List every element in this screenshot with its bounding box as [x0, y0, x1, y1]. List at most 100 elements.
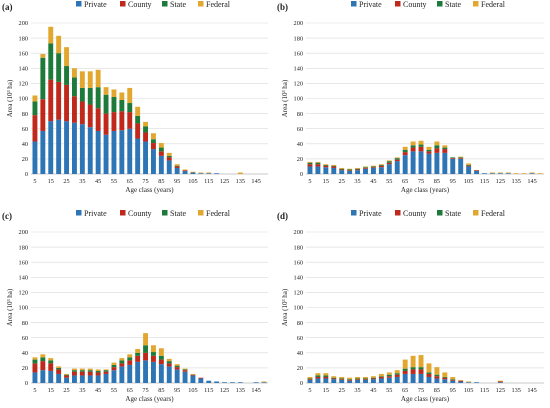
x-tick-label: 55 — [111, 387, 117, 394]
x-tick-label: 5 — [33, 178, 36, 185]
y-tick-label: 60 — [22, 126, 28, 133]
x-tick-label: 85 — [158, 387, 164, 394]
legend-label: Federal — [481, 209, 506, 218]
y-axis-title: Area (10³ ha) — [6, 79, 14, 117]
x-tick-label: 35 — [354, 178, 360, 185]
bar-segment-private — [103, 373, 109, 383]
bar-segment-county — [450, 379, 456, 381]
bar-segment-state — [32, 101, 38, 116]
bar-segment-state — [119, 100, 125, 112]
bar-segment-state — [56, 53, 62, 82]
x-axis-title: Age class (years) — [125, 186, 174, 194]
bar-segment-private — [489, 173, 495, 174]
bar-segment-private — [174, 369, 180, 383]
bar-segment-federal — [426, 363, 432, 373]
bar-segment-private — [95, 375, 101, 383]
bar-segment-county — [315, 376, 321, 379]
x-axis-title: Age class (years) — [401, 186, 450, 194]
x-tick-label: 45 — [95, 387, 101, 394]
bar-segment-federal — [442, 372, 448, 377]
x-tick-label: 75 — [142, 178, 148, 185]
bar-segment-private — [166, 160, 172, 174]
bar-segment-federal — [119, 358, 125, 361]
x-tick-label: 115 — [480, 387, 489, 394]
bar-segment-county — [72, 96, 77, 123]
bar-segment-county — [339, 169, 345, 171]
bar-segment-federal — [237, 172, 243, 174]
y-tick-label: 40 — [297, 141, 303, 148]
bar-segment-private — [410, 373, 416, 383]
bar-segment-private — [166, 366, 172, 383]
legend-item-federal: Federal — [473, 209, 506, 218]
bar-segment-state — [182, 369, 188, 371]
bar-segment-state — [143, 345, 148, 353]
legend-swatch — [162, 210, 168, 216]
legend-swatch — [198, 210, 204, 216]
bar-segment-federal — [434, 367, 440, 375]
bar-segment-state — [370, 166, 376, 168]
y-tick-label: 100 — [294, 305, 303, 312]
bar-segment-federal — [370, 376, 376, 378]
bar-segment-county — [135, 123, 141, 139]
bar-segment-private — [418, 373, 424, 383]
bar-segment-state — [331, 377, 337, 379]
bar-segment-private — [450, 158, 456, 174]
chart-panel-b: 0 20 40 60 80 100 120 140 160 180 200 5 15 25 35 45 55 65… — [277, 0, 544, 194]
legend-label: State — [445, 0, 461, 9]
bar-segment-state — [64, 66, 69, 85]
legend-item-state: State — [162, 0, 186, 9]
y-tick-label: 60 — [22, 335, 28, 342]
bar-segment-county — [426, 151, 432, 154]
x-tick-label: 5 — [33, 387, 36, 394]
y-tick-label: 20 — [297, 365, 303, 372]
bar-segment-private — [261, 382, 267, 383]
bar-segment-private — [394, 161, 400, 174]
bar-segment-county — [442, 149, 448, 153]
bar-segment-county — [347, 170, 353, 171]
bar-segment-county — [56, 81, 62, 120]
bar-segment-private — [135, 138, 141, 174]
bar-segment-county — [307, 164, 313, 167]
bar-segment-state — [174, 365, 180, 368]
legend-swatch — [76, 210, 82, 216]
y-tick-label: 0 — [300, 380, 303, 387]
bar-segment-federal — [182, 169, 188, 171]
bar-segment-federal — [79, 71, 85, 88]
bar-segment-state — [79, 87, 85, 102]
bar-segment-federal — [370, 165, 376, 167]
bar-segment-state — [135, 115, 141, 124]
bar-segment-federal — [127, 87, 133, 104]
bar-segment-federal — [466, 163, 472, 165]
bar-segment-federal — [434, 141, 440, 146]
bar-segment-county — [182, 370, 188, 372]
bar-segment-county — [103, 113, 109, 135]
bar-segment-state — [434, 374, 440, 377]
bar-segment-private — [127, 128, 133, 174]
legend-label: Private — [359, 209, 382, 218]
bar-segment-private — [230, 382, 235, 383]
bar-segment-federal — [394, 157, 400, 159]
bar-segment-private — [378, 167, 384, 174]
x-axis-title: Age class (years) — [125, 395, 174, 403]
bar-segment-state — [339, 168, 345, 170]
legend-swatch — [162, 1, 168, 7]
bar-segment-county — [497, 381, 503, 383]
bar-segment-private — [198, 378, 204, 383]
x-tick-label: 35 — [79, 387, 85, 394]
x-tick-label: 95 — [174, 178, 180, 185]
legend-swatch — [351, 210, 357, 216]
bar-segment-private — [355, 379, 361, 383]
x-tick-label: 85 — [434, 178, 440, 185]
bar-segment-federal — [103, 87, 109, 95]
bar-segment-federal — [111, 89, 117, 97]
y-tick-label: 160 — [294, 50, 303, 57]
bar-segment-county — [56, 369, 62, 374]
x-tick-label: 25 — [339, 387, 345, 394]
bar-segment-private — [418, 151, 424, 174]
bar-segment-federal — [355, 167, 361, 169]
bar-segment-private — [466, 166, 472, 174]
bar-segment-private — [64, 121, 69, 174]
legend-item-federal: Federal — [198, 0, 231, 9]
bar-segment-state — [151, 139, 156, 144]
bar-segment-private — [458, 381, 464, 383]
